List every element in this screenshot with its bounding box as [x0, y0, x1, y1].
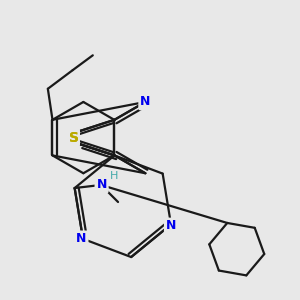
- Text: H: H: [110, 171, 118, 181]
- Text: N: N: [166, 220, 176, 232]
- Text: H: H: [110, 171, 118, 181]
- Text: S: S: [69, 130, 79, 145]
- Text: S: S: [69, 130, 79, 145]
- Text: N: N: [96, 178, 107, 191]
- Text: S: S: [69, 130, 79, 145]
- Text: N: N: [96, 178, 107, 191]
- Text: N: N: [76, 232, 87, 245]
- Text: N: N: [166, 220, 176, 232]
- Text: N: N: [140, 95, 151, 109]
- Text: N: N: [76, 232, 87, 245]
- Text: N: N: [140, 95, 151, 109]
